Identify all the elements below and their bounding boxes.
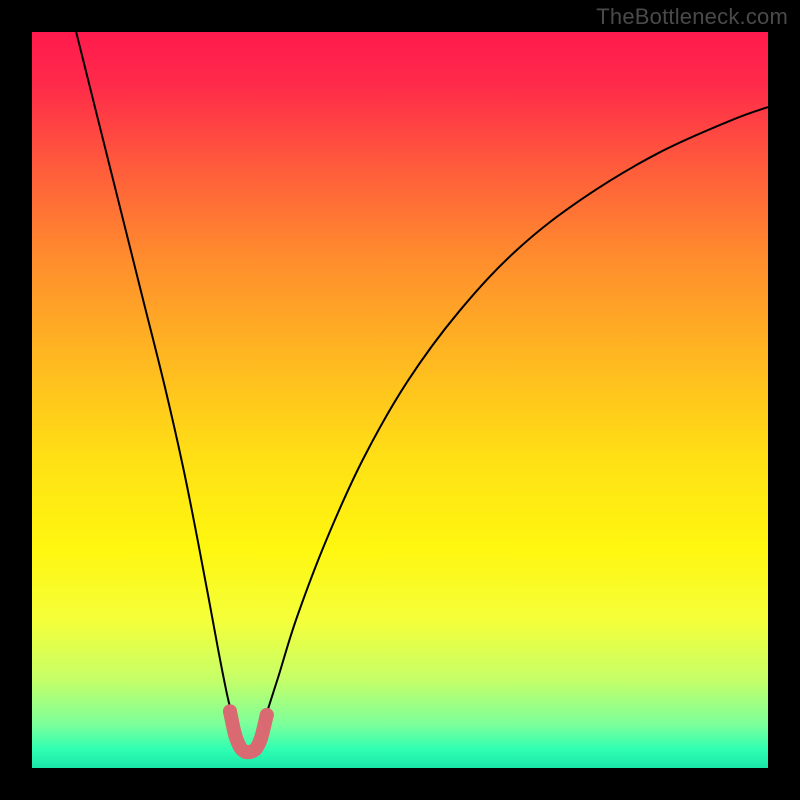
highlight-marker — [228, 728, 242, 742]
bottleneck-chart — [0, 0, 800, 800]
chart-container: TheBottleneck.com — [0, 0, 800, 800]
plot-area — [32, 32, 768, 768]
highlight-marker — [260, 708, 274, 722]
watermark-text: TheBottleneck.com — [596, 4, 788, 30]
highlight-marker — [254, 732, 268, 746]
highlight-marker — [223, 704, 237, 718]
